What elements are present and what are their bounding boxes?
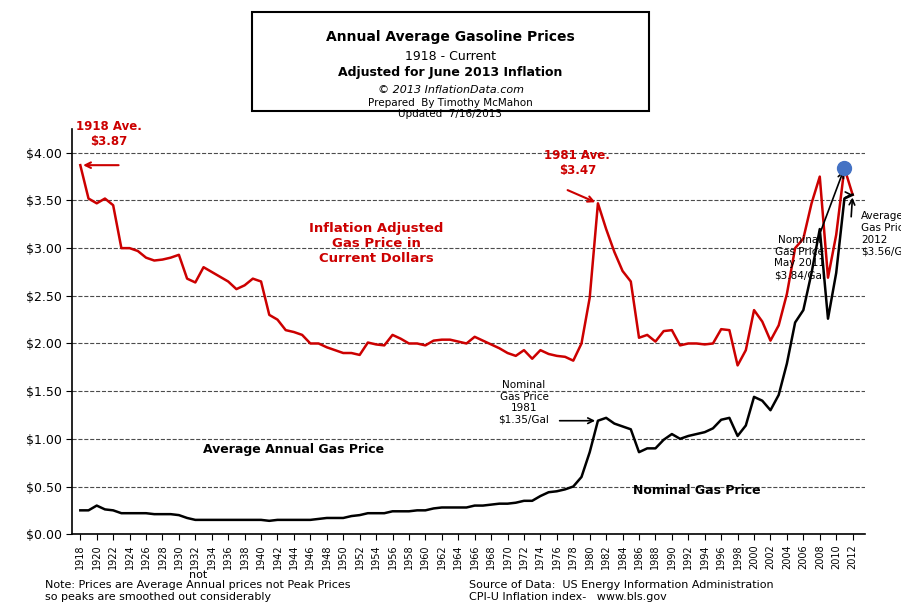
Text: Note: Prices are Average Annual prices not Peak Prices
so peaks are smoothed out: Note: Prices are Average Annual prices n… — [45, 580, 350, 602]
Text: Nominal
Gas Price
May 2011
$3.84/Gal: Nominal Gas Price May 2011 $3.84/Gal — [774, 235, 824, 280]
FancyBboxPatch shape — [252, 12, 649, 111]
Text: © 2013 InflationData.com: © 2013 InflationData.com — [378, 85, 523, 95]
Text: 1918 Ave.
$3.87: 1918 Ave. $3.87 — [76, 120, 142, 148]
Text: Average Annual Gas Price: Average Annual Gas Price — [204, 443, 385, 456]
Text: Inflation Adjusted
Gas Price in
Current Dollars: Inflation Adjusted Gas Price in Current … — [309, 222, 443, 265]
Text: Nominal Gas Price: Nominal Gas Price — [633, 484, 760, 497]
Text: 1918 - Current: 1918 - Current — [405, 50, 496, 63]
Text: Source of Data:  US Energy Information Administration
CPI-U Inflation index-   w: Source of Data: US Energy Information Ad… — [469, 580, 773, 602]
Text: Nominal
Gas Price
1981
$1.35/Gal: Nominal Gas Price 1981 $1.35/Gal — [498, 380, 550, 425]
Text: 1981 Ave.
$3.47: 1981 Ave. $3.47 — [544, 149, 610, 177]
Text: Prepared  By Timothy McMahon: Prepared By Timothy McMahon — [369, 98, 532, 107]
Text: Updated  7/16/2013: Updated 7/16/2013 — [398, 109, 503, 119]
Text: Average
Gas Price
2012
$3.56/Gal: Average Gas Price 2012 $3.56/Gal — [860, 211, 901, 256]
Text: Adjusted for June 2013 Inflation: Adjusted for June 2013 Inflation — [338, 66, 563, 79]
Text: Annual Average Gasoline Prices: Annual Average Gasoline Prices — [326, 30, 575, 44]
Text: not: not — [189, 570, 207, 580]
